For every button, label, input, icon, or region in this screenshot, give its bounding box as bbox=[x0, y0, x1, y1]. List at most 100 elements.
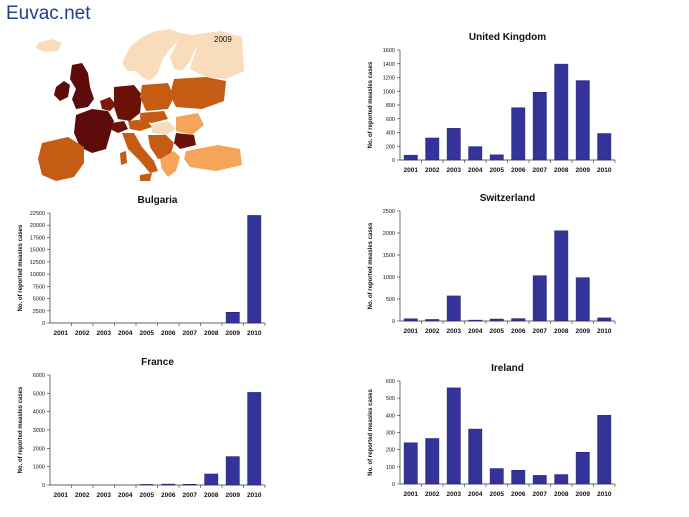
bar-2001 bbox=[403, 442, 418, 485]
y-tick-label: 300 bbox=[386, 431, 395, 437]
x-tick-label: 2004 bbox=[118, 330, 133, 337]
x-tick-label: 2006 bbox=[511, 328, 526, 335]
y-tick-label: 6000 bbox=[33, 373, 45, 379]
map-region-germany bbox=[114, 85, 142, 121]
y-tick-label: 1000 bbox=[383, 89, 395, 95]
bar-2009 bbox=[225, 311, 240, 324]
x-tick-label: 2001 bbox=[54, 492, 69, 499]
y-tick-label: 4000 bbox=[33, 410, 45, 416]
map-region-scandinavia bbox=[122, 29, 180, 81]
x-tick-label: 2008 bbox=[554, 328, 569, 335]
chart-title: France bbox=[141, 357, 174, 368]
x-tick-label: 2009 bbox=[226, 330, 241, 337]
bar-2002 bbox=[425, 438, 440, 485]
x-tick-label: 2002 bbox=[425, 167, 440, 174]
x-tick-label: 2003 bbox=[97, 330, 112, 337]
bar-2002 bbox=[425, 137, 440, 161]
y-tick-label: 400 bbox=[386, 413, 395, 419]
map-region-balkans bbox=[148, 135, 174, 159]
x-tick-label: 2009 bbox=[576, 328, 591, 335]
x-tick-label: 2003 bbox=[447, 167, 462, 174]
chart-title: Ireland bbox=[491, 363, 524, 374]
bar-2010 bbox=[597, 133, 612, 161]
bar-2003 bbox=[446, 295, 461, 322]
y-tick-label: 200 bbox=[386, 448, 395, 454]
map-region-france bbox=[74, 109, 114, 153]
bar-2008 bbox=[554, 474, 569, 485]
y-tick-label: 1500 bbox=[383, 253, 395, 259]
x-tick-label: 2003 bbox=[97, 492, 112, 499]
bar-2006 bbox=[511, 470, 526, 485]
bar-2008 bbox=[554, 230, 569, 322]
y-axis-label: No. of reported measles cases bbox=[368, 61, 374, 148]
map-region-sicily bbox=[140, 173, 152, 181]
y-tick-label: 500 bbox=[386, 297, 395, 303]
map-year-label: 2009 bbox=[214, 35, 232, 44]
map-region-greece bbox=[160, 151, 180, 177]
x-tick-label: 2009 bbox=[576, 167, 591, 174]
x-tick-label: 2002 bbox=[75, 492, 90, 499]
y-tick-label: 600 bbox=[386, 117, 395, 123]
x-tick-label: 2005 bbox=[140, 330, 155, 337]
map-region-baltics-russia bbox=[190, 31, 244, 79]
bar-2005 bbox=[489, 468, 504, 485]
map-region-iberia bbox=[38, 137, 84, 181]
x-tick-label: 2001 bbox=[404, 328, 419, 335]
x-tick-label: 2005 bbox=[490, 328, 505, 335]
bar-2010 bbox=[597, 415, 612, 485]
x-tick-label: 2004 bbox=[118, 492, 133, 499]
y-axis-label: No. of reported measles cases bbox=[18, 224, 24, 311]
chart-france: France No. of reported measles cases 0 1000… bbox=[18, 357, 266, 499]
bar-2006 bbox=[511, 318, 526, 322]
x-tick-label: 2010 bbox=[247, 330, 262, 337]
map-region-uk bbox=[70, 63, 94, 109]
y-tick-label: 0 bbox=[42, 483, 45, 489]
x-tick-label: 2003 bbox=[447, 328, 462, 335]
chart-title: United Kingdom bbox=[469, 32, 546, 43]
y-tick-label: 17500 bbox=[30, 235, 45, 241]
x-tick-label: 2007 bbox=[533, 167, 548, 174]
bar-2009 bbox=[575, 80, 590, 161]
x-tick-label: 2007 bbox=[183, 330, 198, 337]
x-tick-label: 2008 bbox=[204, 492, 219, 499]
y-tick-label: 10000 bbox=[30, 272, 45, 278]
x-tick-label: 2002 bbox=[425, 491, 440, 498]
bar-2009 bbox=[575, 451, 590, 485]
y-tick-label: 500 bbox=[386, 396, 395, 402]
bar-2001 bbox=[403, 154, 418, 161]
bar-2005 bbox=[489, 318, 504, 322]
bar-2007 bbox=[532, 92, 547, 161]
bar-2004 bbox=[468, 428, 483, 485]
y-tick-label: 1200 bbox=[383, 76, 395, 82]
map-region-benelux bbox=[100, 97, 116, 111]
x-tick-label: 2006 bbox=[511, 167, 526, 174]
x-tick-label: 2010 bbox=[247, 492, 262, 499]
bar-2010 bbox=[247, 392, 262, 486]
y-tick-label: 22500 bbox=[30, 211, 45, 217]
x-tick-label: 2008 bbox=[554, 491, 569, 498]
x-tick-label: 2002 bbox=[425, 328, 440, 335]
bar-2009 bbox=[575, 277, 590, 322]
bar-2003 bbox=[446, 387, 461, 485]
y-tick-label: 100 bbox=[386, 465, 395, 471]
x-tick-label: 2004 bbox=[468, 328, 483, 335]
map-region-czech-slovakia bbox=[140, 111, 168, 123]
bar-2008 bbox=[554, 63, 569, 161]
y-tick-label: 0 bbox=[42, 321, 45, 327]
x-tick-label: 2009 bbox=[576, 491, 591, 498]
y-tick-label: 2500 bbox=[383, 209, 395, 215]
bar-2010 bbox=[597, 317, 612, 322]
chart-bulgaria: Bulgaria No. of reported measles cases 0 25… bbox=[18, 195, 266, 337]
x-tick-label: 2010 bbox=[597, 328, 612, 335]
map-region-finland bbox=[170, 33, 196, 71]
bar-2010 bbox=[247, 215, 262, 324]
chart-switzerland: Switzerland No. of reported measles cases… bbox=[368, 193, 616, 335]
bar-2004 bbox=[468, 146, 483, 161]
map-region-poland bbox=[140, 83, 174, 111]
x-tick-label: 2005 bbox=[490, 167, 505, 174]
y-axis-label: No. of reported measles cases bbox=[368, 388, 374, 475]
x-tick-label: 2010 bbox=[597, 167, 612, 174]
chart-title: Bulgaria bbox=[137, 195, 177, 206]
y-axis-label: No. of reported measles cases bbox=[368, 222, 374, 309]
chart-united-kingdom: United Kingdom No. of reported measles ca… bbox=[368, 32, 616, 174]
